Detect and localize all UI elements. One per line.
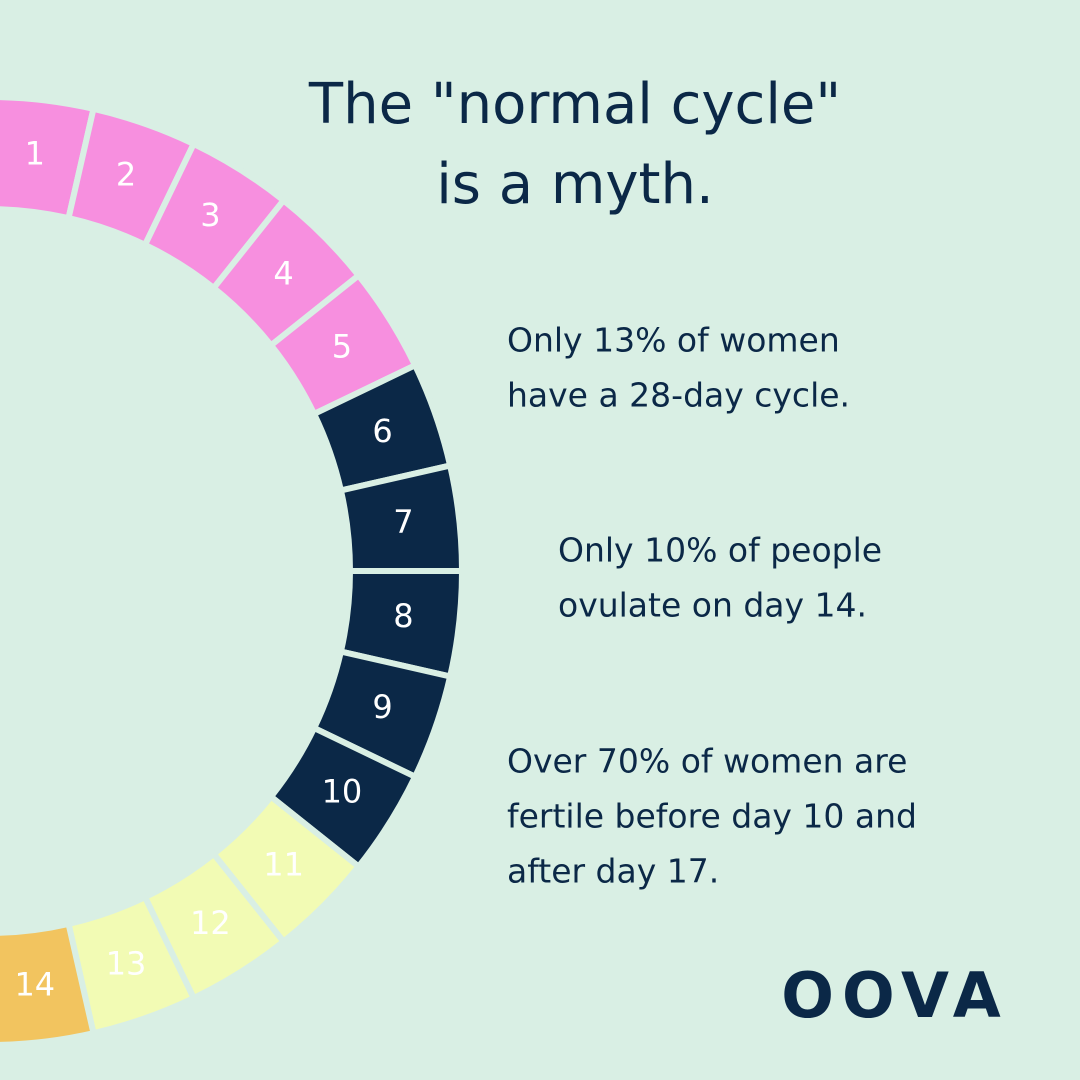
logo: OOVA <box>781 959 1009 1032</box>
fact-line: fertile before day 10 and <box>507 797 917 836</box>
segment-label: 5 <box>332 328 352 366</box>
segment-label: 2 <box>116 155 136 193</box>
title-line: is a myth. <box>436 152 714 217</box>
segment-label: 1 <box>25 135 45 173</box>
segment-label: 10 <box>322 772 363 810</box>
fact-line: ovulate on day 14. <box>558 586 867 625</box>
segment-label: 9 <box>372 688 392 726</box>
segment-label: 4 <box>273 254 293 292</box>
fact-line: have a 28-day cycle. <box>507 376 850 415</box>
segment-label: 14 <box>14 965 55 1003</box>
fact-line: after day 17. <box>507 852 719 891</box>
fact-line: Only 10% of people <box>558 531 882 570</box>
fact-line: Only 13% of women <box>507 321 840 360</box>
cycle-segment <box>0 920 98 1048</box>
title-line: The "normal cycle" <box>308 72 841 137</box>
segment-label: 12 <box>190 904 231 942</box>
texts: The "normal cycle" is a myth. Only 13% of … <box>308 72 917 890</box>
segment-label: 13 <box>106 945 147 983</box>
segment-label: 7 <box>393 503 413 541</box>
segment-label: 3 <box>200 196 220 234</box>
segment-label: 8 <box>393 597 413 635</box>
fact-line: Over 70% of women are <box>507 742 907 781</box>
segment-label: 11 <box>263 846 304 884</box>
segment-label: 6 <box>372 412 392 450</box>
